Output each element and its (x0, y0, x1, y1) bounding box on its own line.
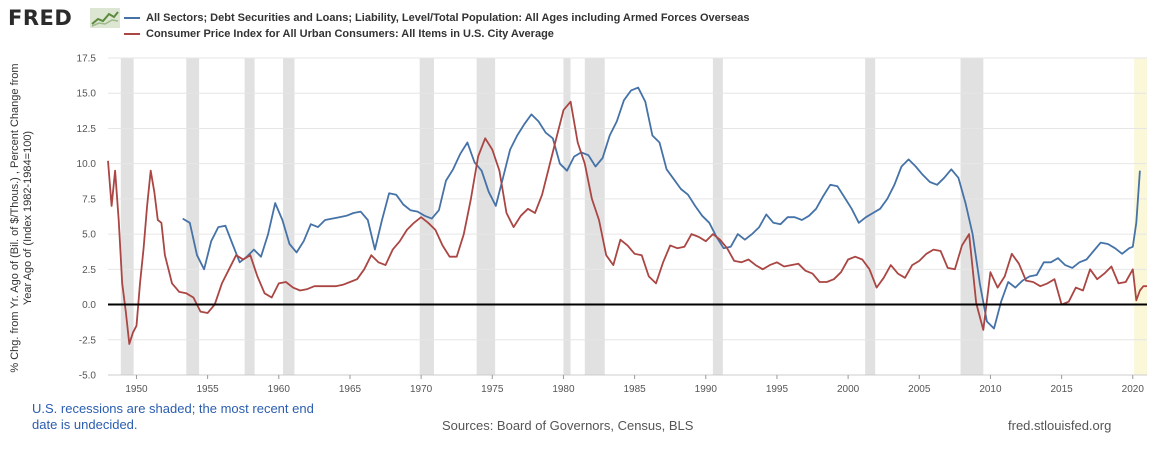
site-link[interactable]: fred.stlouisfed.org (1008, 418, 1112, 433)
x-tick-label: 1975 (481, 384, 504, 395)
chart-header: FRED All Sectors; Debt Securities and Lo… (0, 0, 1168, 46)
y-tick-label: 10.0 (77, 159, 97, 170)
x-tick-label: 1970 (410, 384, 433, 395)
legend-swatch-cpi (124, 33, 140, 35)
line-chart-icon (90, 8, 120, 28)
y-tick-label: 2.5 (82, 265, 96, 276)
recession-band (960, 58, 984, 375)
sources-note: Sources: Board of Governors, Census, BLS (442, 418, 694, 433)
y-tick-label: 15.0 (77, 89, 97, 100)
x-tick-label: 2015 (1050, 384, 1073, 395)
logo-text: FRED (8, 6, 73, 30)
y-tick-label: 5.0 (82, 230, 96, 241)
x-tick-label: 1985 (623, 384, 646, 395)
x-tick-label: 1960 (268, 384, 291, 395)
grid-lines (108, 57, 1147, 376)
chart-legend: All Sectors; Debt Securities and Loans; … (124, 10, 750, 42)
series-line-debt[interactable] (182, 86, 1141, 330)
line-chart: 17.5 15.0 12.5 10.0 7.5 5.0 2.5 0.0 -2.5 -5.0 195… (77, 54, 1147, 395)
x-tick-label: 2010 (979, 384, 1002, 395)
recession-band (186, 58, 200, 375)
legend-label-debt: All Sectors; Debt Securities and Loans; … (146, 12, 750, 24)
x-axis-ticks: 1950 1955 1960 1965 1970 1975 1980 1985 1990 1995… (108, 374, 1147, 395)
y-axis-ticks: 17.5 15.0 12.5 10.0 7.5 5.0 2.5 0.0 -2.5 -5.0 (77, 54, 97, 382)
series-line-cpi[interactable] (107, 100, 1147, 345)
legend-label-cpi: Consumer Price Index for All Urban Consu… (146, 28, 554, 40)
recession-band (244, 58, 255, 375)
x-tick-label: 1965 (339, 384, 362, 395)
series-lines (107, 86, 1147, 345)
recession-footnote: U.S. recessions are shaded; the most rec… (32, 401, 314, 432)
x-tick-label: 1950 (125, 384, 148, 395)
legend-item-cpi[interactable]: Consumer Price Index for All Urban Consu… (124, 26, 750, 42)
y-tick-label: 0.0 (82, 300, 96, 311)
x-tick-label: 1955 (197, 384, 220, 395)
x-tick-label: 2005 (908, 384, 931, 395)
x-tick-label: 1990 (695, 384, 718, 395)
x-tick-label: 1980 (552, 384, 575, 395)
y-tick-label: 17.5 (77, 54, 97, 65)
legend-swatch-debt (124, 17, 140, 19)
y-tick-label: 7.5 (82, 194, 96, 205)
recession-band (865, 58, 876, 375)
y-tick-label: 12.5 (77, 124, 97, 135)
x-tick-label: 1995 (766, 384, 789, 395)
recession-band (563, 58, 571, 375)
x-tick-label: 2000 (837, 384, 860, 395)
recession-band (283, 58, 295, 375)
recession-band (476, 58, 496, 375)
recession-band (584, 58, 605, 375)
x-tick-label: 2020 (1122, 384, 1145, 395)
legend-item-debt[interactable]: All Sectors; Debt Securities and Loans; … (124, 10, 750, 26)
recession-band (712, 58, 723, 375)
y-tick-label: -2.5 (79, 335, 97, 346)
y-tick-label: -5.0 (79, 371, 97, 382)
